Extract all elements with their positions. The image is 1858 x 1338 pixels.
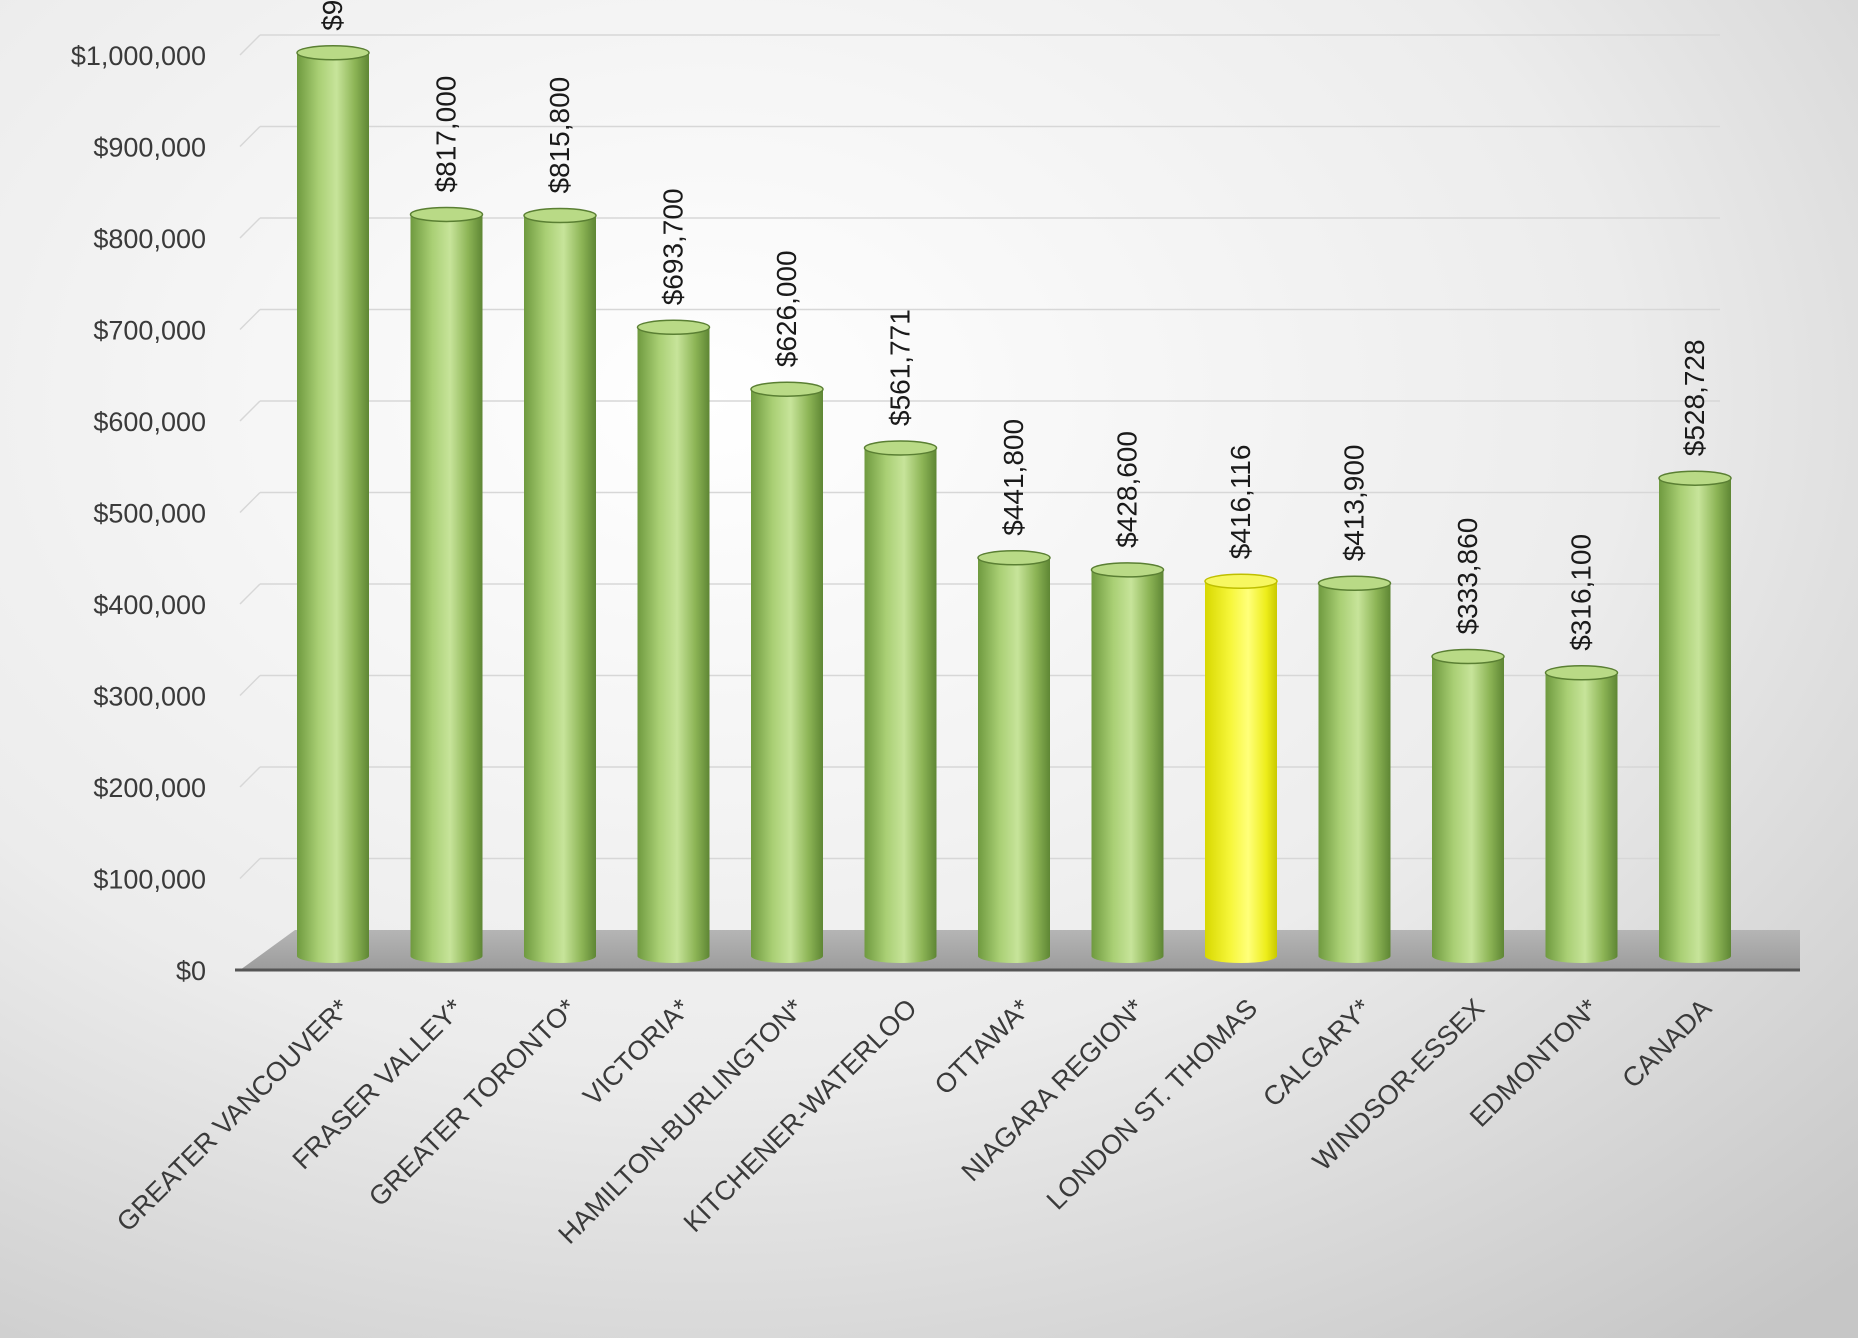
bar-top xyxy=(1658,470,1732,486)
gridline-diagonal xyxy=(239,491,261,514)
data-label: $561,771 xyxy=(885,309,916,426)
bar-body xyxy=(751,389,823,957)
y-axis-ticks: $0 $100,000 $200,000 $300,000 $400,000 $500,0… xyxy=(71,41,206,986)
bar xyxy=(750,381,824,963)
bar-body xyxy=(1545,672,1618,956)
bar-body xyxy=(1659,478,1731,956)
data-label: $428,600 xyxy=(1112,431,1143,548)
bar-body xyxy=(410,214,483,956)
gridline-diagonal xyxy=(239,857,261,880)
bar xyxy=(636,319,711,963)
bar-base xyxy=(1545,949,1618,963)
bar-body xyxy=(524,215,596,957)
bar-top xyxy=(1090,562,1165,578)
y-tick-label: $0 xyxy=(176,956,206,986)
bar-body xyxy=(637,327,710,956)
bar-top xyxy=(523,207,597,224)
gridline-diagonal xyxy=(239,308,261,331)
y-tick-label: $300,000 xyxy=(93,682,206,712)
bar xyxy=(1544,665,1619,963)
bar xyxy=(1317,575,1392,963)
data-label: $528,728 xyxy=(1679,339,1710,456)
bar-top xyxy=(977,550,1051,566)
gridline-diagonal xyxy=(239,674,261,697)
data-label: $333,860 xyxy=(1452,518,1483,635)
bar-base xyxy=(751,949,823,963)
data-label: $413,900 xyxy=(1339,444,1370,561)
gridline-diagonal xyxy=(239,766,261,788)
bar xyxy=(296,45,370,963)
bar-top xyxy=(750,381,824,397)
y-tick-label: $400,000 xyxy=(93,590,206,620)
bar-body xyxy=(864,447,937,956)
bar-base xyxy=(297,949,369,963)
bar-base xyxy=(637,949,710,963)
bar xyxy=(523,207,597,963)
bar-top xyxy=(636,319,711,336)
data-label: $316,100 xyxy=(1566,534,1597,651)
y-tick-label: $1,000,000 xyxy=(71,41,206,71)
gridline-diagonal xyxy=(239,583,261,605)
gridline-diagonal xyxy=(239,34,261,56)
bar-base xyxy=(1318,949,1391,963)
bar-top xyxy=(1317,575,1392,592)
bar-top xyxy=(863,440,938,456)
bar-body xyxy=(1091,569,1164,956)
data-label: $441,800 xyxy=(998,419,1029,536)
bar-top xyxy=(409,206,484,223)
data-label: $626,000 xyxy=(771,250,802,367)
bar xyxy=(1090,562,1165,963)
bar-base xyxy=(1432,949,1504,963)
bar-body xyxy=(297,52,369,956)
bar-top xyxy=(296,45,370,61)
bar-base xyxy=(1205,949,1277,963)
bar xyxy=(1431,648,1505,963)
gridline-diagonal xyxy=(239,125,261,148)
bar xyxy=(409,206,484,963)
y-tick-label: $100,000 xyxy=(93,865,206,895)
bar xyxy=(863,440,938,963)
gridline-diagonal xyxy=(239,217,261,239)
gridline-diagonal xyxy=(239,400,261,422)
y-tick-label: $600,000 xyxy=(93,407,206,437)
data-label: $817,000 xyxy=(431,76,462,193)
y-tick-label: $500,000 xyxy=(93,499,206,529)
bar-base xyxy=(1091,949,1164,963)
bar-base xyxy=(524,949,596,963)
bar-body xyxy=(978,557,1050,956)
y-tick-label: $700,000 xyxy=(93,316,206,346)
data-label: $693,700 xyxy=(658,188,689,305)
data-label: $416,116 xyxy=(1225,445,1256,560)
data-label: $993,700 xyxy=(317,0,348,31)
y-tick-label: $200,000 xyxy=(93,773,206,803)
data-label: $815,800 xyxy=(544,77,575,194)
bar xyxy=(1658,470,1732,963)
bar-top xyxy=(1544,665,1619,681)
bar-body xyxy=(1432,656,1504,956)
bar-top xyxy=(1431,648,1505,665)
bar-body xyxy=(1318,583,1391,956)
bar-base xyxy=(978,949,1050,963)
bars xyxy=(296,45,1732,963)
y-tick-label: $800,000 xyxy=(93,224,206,254)
bar-top xyxy=(1204,573,1278,590)
bar-base xyxy=(1659,949,1731,963)
data-labels: $993,700 $817,000 $815,800 $693,700 $626,000… xyxy=(317,0,1710,651)
bar xyxy=(1204,573,1278,963)
bar-base xyxy=(864,949,937,963)
bar-base xyxy=(410,949,483,963)
bar xyxy=(977,550,1051,963)
bar-body xyxy=(1205,581,1277,956)
y-tick-label: $900,000 xyxy=(93,133,206,163)
